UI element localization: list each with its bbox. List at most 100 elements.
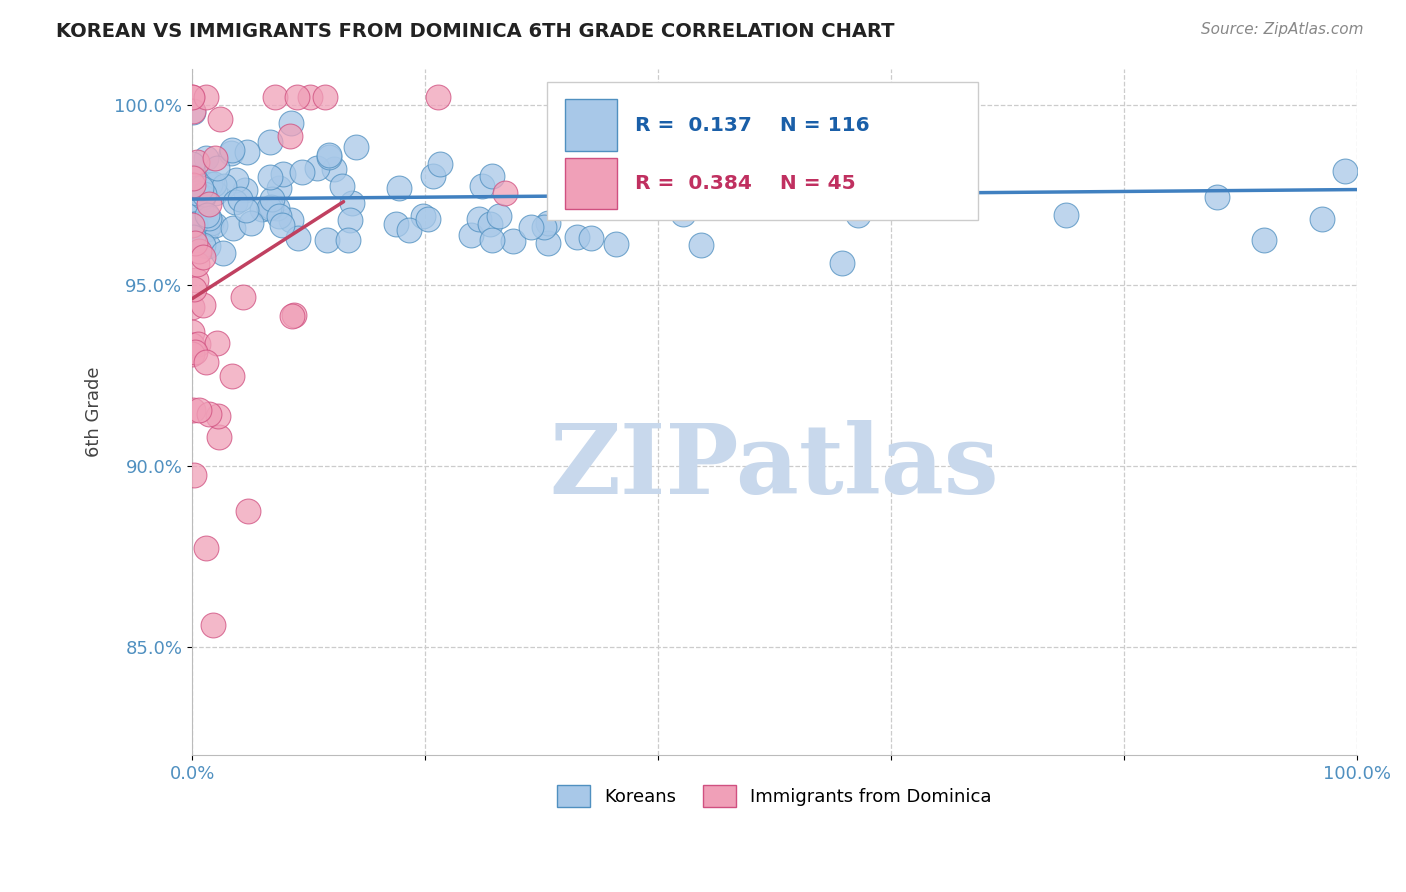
Point	[181, 157, 204, 171]
Point	[278, 128, 301, 143]
Point	[207, 335, 229, 350]
Point	[904, 152, 927, 166]
Point	[194, 90, 217, 104]
Y-axis label: 6th Grade: 6th Grade	[86, 367, 103, 457]
Point	[224, 194, 246, 209]
Point	[200, 177, 222, 191]
Point	[264, 90, 287, 104]
Point	[204, 219, 226, 233]
Point	[184, 197, 207, 211]
Point	[183, 467, 205, 482]
Point	[181, 300, 204, 314]
Point	[548, 178, 571, 193]
Point	[318, 147, 340, 161]
Point	[533, 219, 555, 234]
Point	[598, 181, 620, 195]
Point	[186, 336, 208, 351]
Point	[422, 169, 444, 183]
Point	[181, 403, 204, 417]
Point	[283, 308, 305, 322]
Point	[481, 233, 503, 247]
Text: KOREAN VS IMMIGRANTS FROM DOMINICA 6TH GRADE CORRELATION CHART: KOREAN VS IMMIGRANTS FROM DOMINICA 6TH G…	[56, 22, 894, 41]
Point	[195, 222, 218, 236]
Point	[236, 504, 259, 518]
Point	[271, 218, 294, 232]
Point	[260, 201, 283, 215]
Text: R =  0.384    N = 45: R = 0.384 N = 45	[634, 174, 855, 193]
Point	[181, 338, 204, 352]
Point	[193, 186, 215, 201]
Text: R =  0.137    N = 116: R = 0.137 N = 116	[634, 116, 869, 135]
Point	[1054, 208, 1077, 222]
Text: Source: ZipAtlas.com: Source: ZipAtlas.com	[1201, 22, 1364, 37]
Point	[314, 90, 336, 104]
Point	[579, 231, 602, 245]
Point	[183, 169, 205, 184]
Point	[229, 193, 252, 207]
Point	[181, 326, 204, 340]
Point	[846, 208, 869, 222]
Point	[181, 211, 204, 225]
Point	[291, 164, 314, 178]
Point	[799, 182, 821, 196]
Point	[471, 179, 494, 194]
Point	[269, 181, 291, 195]
Point	[412, 209, 434, 223]
Point	[488, 210, 510, 224]
Point	[723, 154, 745, 169]
Point	[188, 403, 211, 417]
Point	[385, 217, 408, 231]
Point	[209, 112, 232, 126]
Point	[212, 179, 235, 194]
Point	[307, 161, 329, 175]
Point	[235, 202, 257, 217]
Point	[191, 250, 214, 264]
Point	[690, 237, 713, 252]
Point	[880, 180, 903, 194]
Text: ZIPatlas: ZIPatlas	[550, 419, 1000, 514]
Point	[181, 104, 204, 119]
Point	[281, 309, 304, 323]
Point	[339, 213, 361, 227]
Point	[467, 211, 489, 226]
Point	[287, 230, 309, 244]
FancyBboxPatch shape	[565, 99, 617, 151]
Point	[195, 355, 218, 369]
Point	[605, 236, 627, 251]
Point	[236, 145, 259, 159]
Point	[257, 201, 280, 215]
Point	[202, 178, 225, 192]
Point	[181, 178, 204, 193]
Point	[285, 90, 308, 104]
Point	[520, 220, 543, 235]
Point	[184, 345, 207, 359]
Point	[831, 256, 853, 270]
Point	[183, 199, 205, 213]
Point	[859, 107, 882, 121]
Point	[429, 156, 451, 170]
Point	[239, 215, 262, 229]
Point	[204, 152, 226, 166]
Point	[460, 228, 482, 243]
Point	[259, 170, 281, 185]
Point	[197, 239, 219, 253]
Point	[186, 273, 208, 287]
Point	[181, 218, 204, 232]
Point	[1206, 189, 1229, 203]
Point	[876, 175, 898, 189]
Point	[416, 212, 439, 227]
Point	[340, 196, 363, 211]
FancyBboxPatch shape	[547, 82, 979, 219]
Point	[200, 216, 222, 230]
Point	[191, 237, 214, 252]
Point	[494, 186, 516, 201]
Point	[799, 117, 821, 131]
Legend: Koreans, Immigrants from Dominica: Koreans, Immigrants from Dominica	[550, 778, 1000, 814]
Point	[204, 186, 226, 200]
Point	[188, 189, 211, 203]
Point	[181, 170, 204, 185]
Point	[202, 618, 225, 632]
Point	[207, 430, 229, 444]
Point	[190, 181, 212, 195]
Point	[537, 216, 560, 230]
